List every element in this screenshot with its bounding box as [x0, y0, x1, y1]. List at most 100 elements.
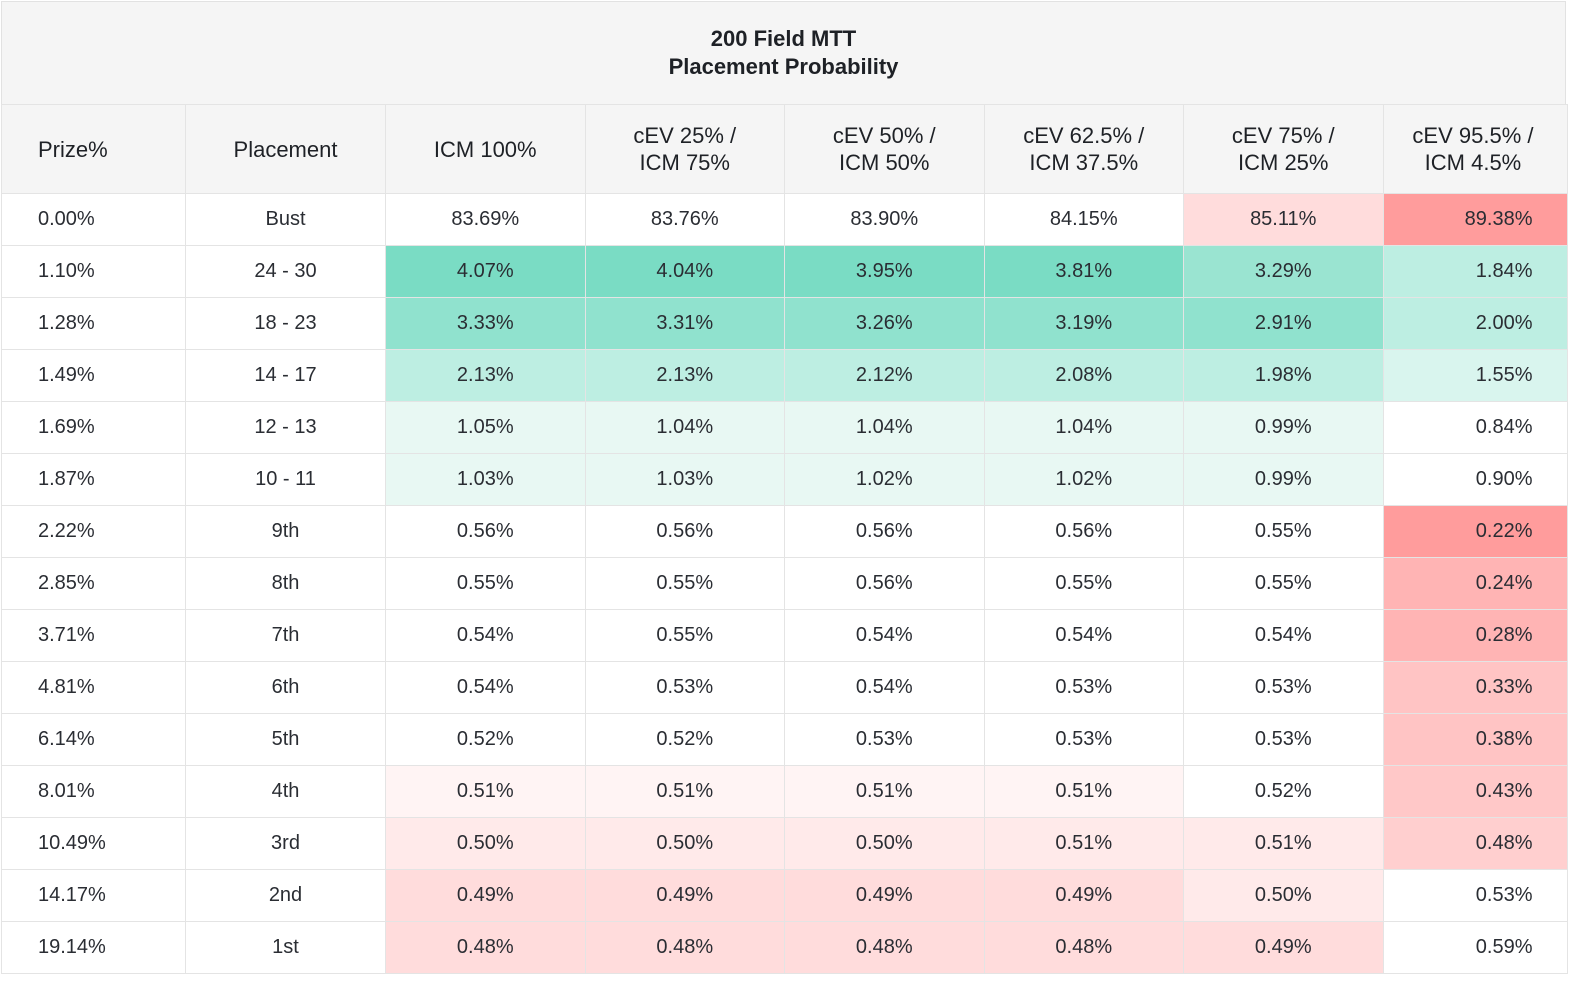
probability-cell: 0.48%: [1382, 817, 1568, 870]
probability-cell: 0.49%: [385, 869, 586, 922]
column-header-text: Placement: [233, 136, 338, 162]
table-row: 3.71% 7th 0.54% 0.55% 0.54% 0.54% 0.54% 0.28%: [1, 609, 1568, 662]
placement-cell: 10 - 11: [185, 453, 386, 506]
table-row: 4.81% 6th 0.54% 0.53% 0.54% 0.53% 0.53% 0.33%: [1, 661, 1568, 714]
probability-cell: 0.54%: [385, 661, 586, 714]
probability-cell: 1.04%: [983, 401, 1184, 454]
placement-cell: 9th: [185, 505, 386, 558]
prize-cell: 1.10%: [1, 245, 186, 298]
prize-cell: 10.49%: [1, 817, 186, 870]
probability-cell: 89.38%: [1382, 193, 1568, 246]
probability-cell: 0.55%: [584, 557, 785, 610]
probability-cell: 0.90%: [1382, 453, 1568, 506]
title-line-1: 200 Field MTT: [710, 26, 857, 51]
placement-cell: 8th: [185, 557, 386, 610]
probability-cell: 1.02%: [983, 453, 1184, 506]
probability-cell: 3.81%: [983, 245, 1184, 298]
probability-cell: 3.19%: [983, 297, 1184, 350]
column-header-3: cEV 25% / ICM 75%: [584, 104, 785, 194]
probability-cell: 0.55%: [385, 557, 586, 610]
probability-cell: 0.53%: [784, 713, 985, 766]
placement-cell: 7th: [185, 609, 386, 662]
probability-cell: 2.13%: [584, 349, 785, 402]
probability-cell: 0.56%: [784, 505, 985, 558]
probability-cell: 0.51%: [584, 765, 785, 818]
probability-cell: 0.59%: [1382, 921, 1568, 974]
probability-cell: 4.04%: [584, 245, 785, 298]
prize-cell: 6.14%: [1, 713, 186, 766]
probability-cell: 83.90%: [784, 193, 985, 246]
probability-cell: 0.55%: [584, 609, 785, 662]
column-header-text: ICM 37.5%: [1029, 150, 1139, 175]
placement-cell: 4th: [185, 765, 386, 818]
table-row: 1.49% 14 - 17 2.13% 2.13% 2.12% 2.08% 1.98% 1.5…: [1, 349, 1568, 402]
table-row: 1.87% 10 - 11 1.03% 1.03% 1.02% 1.02% 0.99% 0.9…: [1, 453, 1568, 506]
probability-cell: 0.49%: [1183, 921, 1384, 974]
probability-cell: 0.53%: [1183, 713, 1384, 766]
probability-cell: 2.00%: [1382, 297, 1568, 350]
column-header-6: cEV 75% / ICM 25%: [1183, 104, 1384, 194]
probability-cell: 2.12%: [784, 349, 985, 402]
probability-cell: 0.48%: [784, 921, 985, 974]
probability-cell: 0.54%: [983, 609, 1184, 662]
column-header-text: Prize%: [38, 136, 108, 162]
prize-cell: 1.49%: [1, 349, 186, 402]
probability-cell: 0.99%: [1183, 401, 1384, 454]
probability-cell: 1.02%: [784, 453, 985, 506]
probability-cell: 83.76%: [584, 193, 785, 246]
probability-cell: 0.33%: [1382, 661, 1568, 714]
probability-cell: 3.31%: [584, 297, 785, 350]
probability-cell: 0.49%: [784, 869, 985, 922]
placement-cell: 18 - 23: [185, 297, 386, 350]
probability-cell: 0.24%: [1382, 557, 1568, 610]
probability-cell: 1.03%: [584, 453, 785, 506]
column-header-text: cEV 75% /: [1231, 123, 1335, 148]
probability-cell: 0.84%: [1382, 401, 1568, 454]
probability-cell: 0.50%: [385, 817, 586, 870]
probability-cell: 0.52%: [1183, 765, 1384, 818]
probability-cell: 0.53%: [1382, 869, 1568, 922]
probability-cell: 83.69%: [385, 193, 586, 246]
table-row: 19.14% 1st 0.48% 0.48% 0.48% 0.48% 0.49% 0.59%: [1, 921, 1568, 974]
probability-cell: 0.54%: [784, 609, 985, 662]
probability-cell: 0.56%: [385, 505, 586, 558]
probability-cell: 0.38%: [1382, 713, 1568, 766]
probability-cell: 0.51%: [784, 765, 985, 818]
column-header-1: Placement: [185, 104, 386, 194]
probability-cell: 0.51%: [983, 765, 1184, 818]
probability-cell: 1.55%: [1382, 349, 1568, 402]
table-row: 1.69% 12 - 13 1.05% 1.04% 1.04% 1.04% 0.99% 0.8…: [1, 401, 1568, 454]
title-line-2: Placement Probability: [668, 54, 899, 79]
prize-cell: 1.87%: [1, 453, 186, 506]
placement-cell: Bust: [185, 193, 386, 246]
placement-cell: 3rd: [185, 817, 386, 870]
probability-cell: 0.56%: [584, 505, 785, 558]
probability-cell: 0.53%: [983, 713, 1184, 766]
probability-cell: 1.84%: [1382, 245, 1568, 298]
column-header-text: ICM 25%: [1238, 150, 1329, 175]
prize-cell: 14.17%: [1, 869, 186, 922]
probability-cell: 0.52%: [584, 713, 785, 766]
probability-cell: 0.50%: [1183, 869, 1384, 922]
prize-cell: 2.85%: [1, 557, 186, 610]
column-header-text: ICM 50%: [839, 150, 930, 175]
placement-cell: 14 - 17: [185, 349, 386, 402]
placement-cell: 5th: [185, 713, 386, 766]
probability-cell: 0.53%: [983, 661, 1184, 714]
column-header-4: cEV 50% / ICM 50%: [784, 104, 985, 194]
probability-cell: 0.50%: [584, 817, 785, 870]
table-body: 0.00% Bust 83.69% 83.76% 83.90% 84.15% 85.11% 8…: [1, 193, 1568, 974]
prize-cell: 1.28%: [1, 297, 186, 350]
table-row: 6.14% 5th 0.52% 0.52% 0.53% 0.53% 0.53% 0.38%: [1, 713, 1568, 766]
probability-cell: 0.51%: [1183, 817, 1384, 870]
table-row: 2.85% 8th 0.55% 0.55% 0.56% 0.55% 0.55% 0.24%: [1, 557, 1568, 610]
table-row: 2.22% 9th 0.56% 0.56% 0.56% 0.56% 0.55% 0.22%: [1, 505, 1568, 558]
probability-cell: 0.56%: [784, 557, 985, 610]
column-header-text: ICM 4.5%: [1424, 150, 1522, 175]
probability-cell: 2.08%: [983, 349, 1184, 402]
placement-cell: 24 - 30: [185, 245, 386, 298]
placement-cell: 1st: [185, 921, 386, 974]
probability-cell: 3.33%: [385, 297, 586, 350]
prize-cell: 4.81%: [1, 661, 186, 714]
